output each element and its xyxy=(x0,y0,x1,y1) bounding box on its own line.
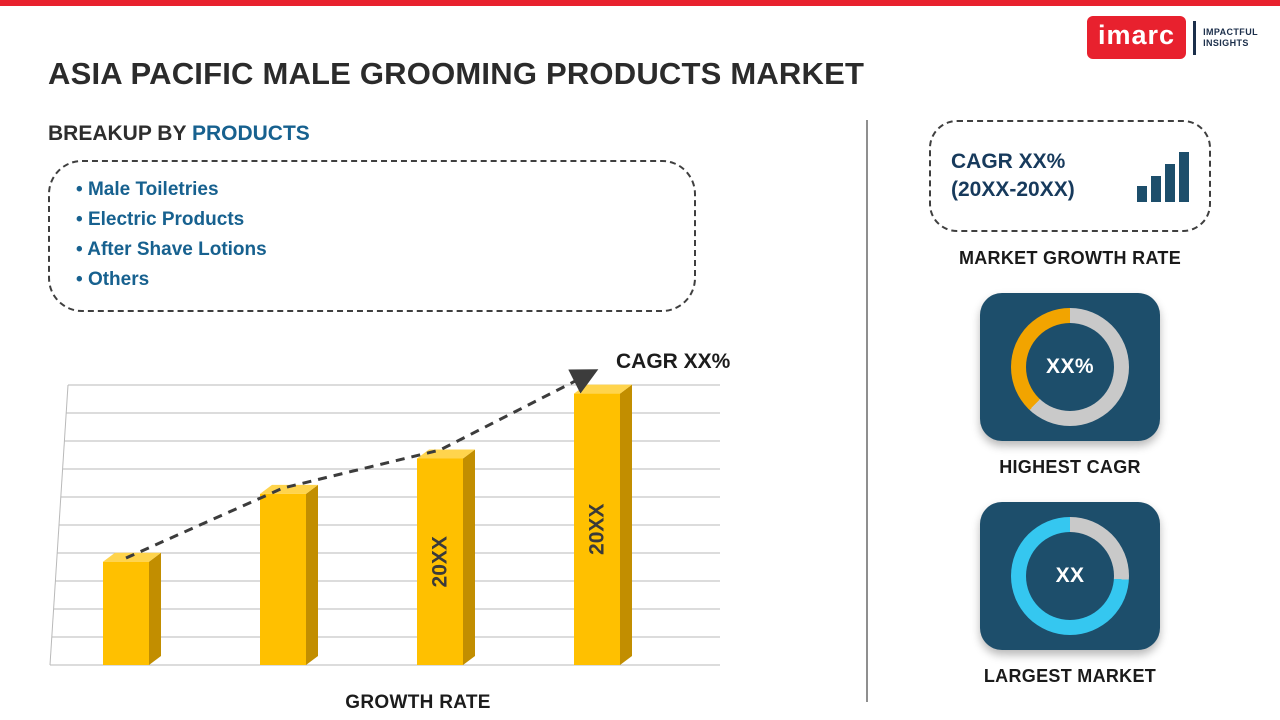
product-item: Male Toiletries xyxy=(76,175,672,205)
product-item: After Shave Lotions xyxy=(76,235,672,265)
growth-bar-chart: 20XX 20XX xyxy=(49,369,720,666)
largest-market-value: XX xyxy=(1055,564,1085,587)
logo-tagline-line1: IMPACTFUL xyxy=(1203,26,1258,37)
svg-text:20XX: 20XX xyxy=(586,504,609,555)
largest-market-donut-chart: XX xyxy=(1011,517,1129,635)
breakup-heading: BREAKUP BY PRODUCTS xyxy=(48,122,848,146)
top-accent-bar xyxy=(0,0,1280,6)
breakup-products-box: Male Toiletries Electric Products After … xyxy=(48,160,696,312)
breakup-heading-highlight: PRODUCTS xyxy=(191,122,310,145)
product-item: Others xyxy=(76,265,672,295)
growth-chart-area: 20XX 20XX CAGR XX% GROWTH RATE xyxy=(48,350,788,720)
imarc-logo: imarc IMPACTFUL INSIGHTS xyxy=(1087,16,1258,59)
largest-market-tile: XX xyxy=(980,502,1160,650)
donut-hole: XX% xyxy=(1026,323,1114,411)
bar-chart-icon xyxy=(1137,150,1189,202)
cagr-box-line1: CAGR XX% xyxy=(951,150,1066,173)
right-panel: CAGR XX% (20XX-20XX) MARKET GROWTH RATE … xyxy=(902,120,1238,687)
logo-divider xyxy=(1193,20,1197,55)
highest-cagr-caption: HIGHEST CAGR xyxy=(999,457,1141,477)
largest-market-caption: LARGEST MARKET xyxy=(983,666,1157,686)
product-list: Male Toiletries Electric Products After … xyxy=(72,175,672,295)
donut-hole: XX xyxy=(1026,532,1114,620)
x-axis-label: GROWTH RATE xyxy=(345,692,491,713)
cagr-box-text: CAGR XX% (20XX-20XX) xyxy=(951,148,1075,204)
highest-cagr-tile: XX% xyxy=(980,293,1160,441)
market-growth-rate-caption: MARKET GROWTH RATE xyxy=(958,248,1182,268)
left-panel: BREAKUP BY PRODUCTS Male Toiletries Elec… xyxy=(48,122,848,720)
market-growth-rate-box: CAGR XX% (20XX-20XX) xyxy=(929,120,1211,232)
cagr-trend-label: CAGR XX% xyxy=(616,350,731,373)
vertical-divider xyxy=(866,120,868,702)
svg-text:20XX: 20XX xyxy=(429,536,452,587)
highest-cagr-value: XX% xyxy=(1046,355,1094,378)
logo-tagline-line2: INSIGHTS xyxy=(1203,37,1249,48)
imarc-logo-wordmark: imarc xyxy=(1087,16,1187,59)
cagr-box-line2: (20XX-20XX) xyxy=(951,178,1075,201)
breakup-heading-prefix: BREAKUP BY xyxy=(48,122,192,145)
page-title: ASIA PACIFIC MALE GROOMING PRODUCTS MARK… xyxy=(48,56,865,91)
logo-tagline: IMPACTFUL INSIGHTS xyxy=(1203,27,1258,49)
product-item: Electric Products xyxy=(76,205,672,235)
highest-cagr-donut-chart: XX% xyxy=(1011,308,1129,426)
